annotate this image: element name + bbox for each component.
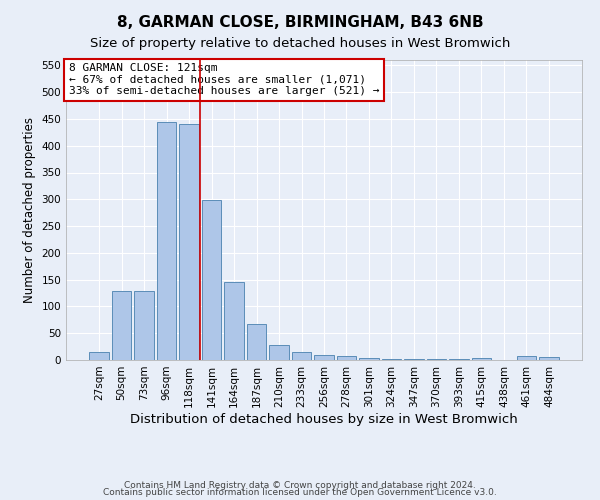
Bar xyxy=(359,358,379,360)
Text: Contains public sector information licensed under the Open Government Licence v3: Contains public sector information licen… xyxy=(103,488,497,497)
Bar xyxy=(112,292,131,360)
Bar xyxy=(517,356,536,360)
Bar xyxy=(89,352,109,360)
Bar xyxy=(382,359,401,360)
Bar xyxy=(202,200,221,360)
Y-axis label: Number of detached properties: Number of detached properties xyxy=(23,117,36,303)
Text: Contains HM Land Registry data © Crown copyright and database right 2024.: Contains HM Land Registry data © Crown c… xyxy=(124,480,476,490)
Text: 8, GARMAN CLOSE, BIRMINGHAM, B43 6NB: 8, GARMAN CLOSE, BIRMINGHAM, B43 6NB xyxy=(116,15,484,30)
Bar xyxy=(247,324,266,360)
Bar xyxy=(179,124,199,360)
X-axis label: Distribution of detached houses by size in West Bromwich: Distribution of detached houses by size … xyxy=(130,412,518,426)
Bar xyxy=(269,345,289,360)
Bar xyxy=(472,358,491,360)
Bar xyxy=(224,282,244,360)
Bar xyxy=(292,352,311,360)
Text: Size of property relative to detached houses in West Bromwich: Size of property relative to detached ho… xyxy=(90,38,510,51)
Bar xyxy=(157,122,176,360)
Bar xyxy=(404,359,424,360)
Bar xyxy=(314,354,334,360)
Bar xyxy=(134,292,154,360)
Text: 8 GARMAN CLOSE: 121sqm
← 67% of detached houses are smaller (1,071)
33% of semi-: 8 GARMAN CLOSE: 121sqm ← 67% of detached… xyxy=(68,63,379,96)
Bar xyxy=(337,356,356,360)
Bar xyxy=(539,358,559,360)
